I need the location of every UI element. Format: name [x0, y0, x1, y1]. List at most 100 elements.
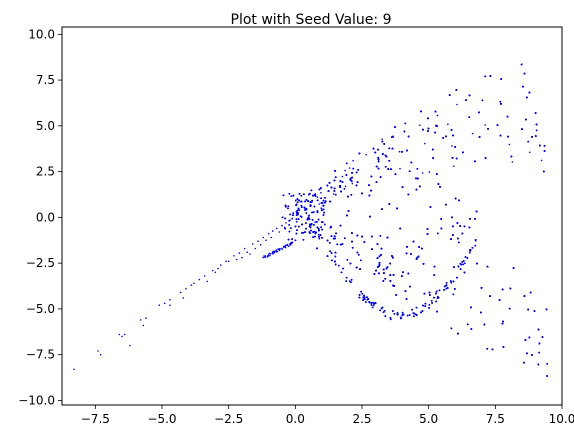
scatter-point: [190, 284, 193, 286]
scatter-point: [424, 142, 426, 145]
scatter-point: [447, 123, 449, 125]
scatter-point: [377, 156, 380, 159]
scatter-point: [238, 252, 241, 254]
scatter-point: [370, 189, 372, 192]
scatter-point: [158, 304, 161, 307]
scatter-point: [522, 85, 524, 88]
scatter-point: [281, 224, 283, 227]
scatter-point: [169, 304, 171, 307]
scatter-point: [246, 251, 249, 253]
chart-title: Plot with Seed Value: 9: [231, 12, 392, 28]
scatter-point: [408, 170, 411, 172]
scatter-point: [508, 143, 511, 146]
scatter-point: [227, 260, 230, 263]
scatter-point: [427, 130, 429, 132]
scatter-point: [531, 136, 533, 138]
scatter-point: [462, 151, 464, 154]
scatter-point: [318, 203, 321, 205]
scatter-point: [328, 182, 331, 184]
scatter-point: [145, 317, 147, 319]
scatter-point: [333, 187, 336, 190]
scatter-point: [407, 135, 410, 138]
scatter-point: [534, 112, 537, 114]
scatter-point: [374, 151, 377, 154]
scatter-point: [510, 155, 513, 158]
scatter-point: [419, 124, 421, 126]
scatter-point: [350, 194, 353, 196]
scatter-point: [420, 110, 422, 113]
scatter-point: [535, 129, 538, 132]
scatter-point: [401, 151, 403, 153]
scatter-point: [193, 282, 195, 285]
scatter-point: [217, 267, 219, 270]
scatter-point: [527, 140, 529, 143]
scatter-point: [388, 147, 391, 150]
scatter-point: [334, 170, 336, 172]
scatter-point: [97, 350, 99, 352]
scatter-point: [214, 271, 217, 274]
scatter-point: [496, 124, 499, 126]
scatter-point: [351, 182, 354, 185]
scatter-point: [540, 159, 543, 162]
scatter-point: [428, 171, 431, 173]
scatter-point: [267, 233, 270, 235]
scatter-point: [377, 160, 380, 163]
scatter-point: [355, 171, 358, 174]
scatter-point: [312, 194, 314, 197]
scatter-point: [123, 333, 126, 336]
scatter-point: [358, 152, 361, 155]
scatter-point: [332, 193, 335, 195]
scatter-point: [484, 75, 487, 78]
scatter-point: [448, 94, 451, 96]
scatter-point: [452, 134, 454, 137]
scatter-point: [333, 190, 336, 192]
scatter-point: [455, 157, 458, 160]
scatter-point: [372, 147, 375, 150]
scatter-point: [478, 111, 480, 114]
scatter-point: [404, 122, 407, 125]
scatter-point: [506, 115, 509, 118]
scatter-point: [468, 94, 471, 97]
scatter-point: [142, 324, 145, 327]
scatter-point: [445, 135, 447, 138]
scatter-point: [523, 72, 526, 75]
scatter-point: [370, 175, 373, 178]
scatter-point: [320, 191, 322, 194]
scatter-point: [390, 168, 392, 170]
scatter-point: [139, 319, 142, 321]
points-layer: [73, 63, 548, 377]
scatter-point: [406, 149, 408, 152]
scatter-point: [434, 110, 437, 113]
scatter-point: [339, 180, 342, 182]
scatter-point: [262, 236, 265, 239]
scatter-point: [251, 243, 254, 245]
scatter-point: [316, 196, 319, 198]
scatter-point: [257, 240, 259, 242]
scatter-point: [421, 172, 424, 174]
scatter-point: [352, 159, 354, 162]
scatter-point: [471, 132, 474, 135]
scatter-point: [427, 117, 429, 120]
scatter-point: [326, 184, 329, 187]
scatter-point: [391, 136, 393, 138]
scatter-point: [283, 226, 286, 229]
scatter-point: [526, 96, 528, 99]
scatter-point: [379, 176, 382, 178]
scatter-point: [474, 160, 476, 163]
scatter-point: [453, 165, 455, 167]
scatter-point: [535, 123, 538, 126]
scatter-point: [484, 157, 487, 159]
scatter-point: [456, 103, 458, 106]
scatter-point: [203, 275, 206, 277]
scatter-point: [489, 75, 492, 77]
scatter-point: [416, 168, 419, 170]
scatter-point: [539, 144, 541, 147]
scatter-point: [525, 118, 527, 121]
scatter-point: [198, 278, 201, 281]
scatter-point: [543, 170, 545, 173]
scatter-point: [511, 161, 514, 163]
scatter-point: [254, 247, 257, 250]
scatter-point: [385, 155, 388, 158]
scatter-point: [118, 333, 121, 336]
